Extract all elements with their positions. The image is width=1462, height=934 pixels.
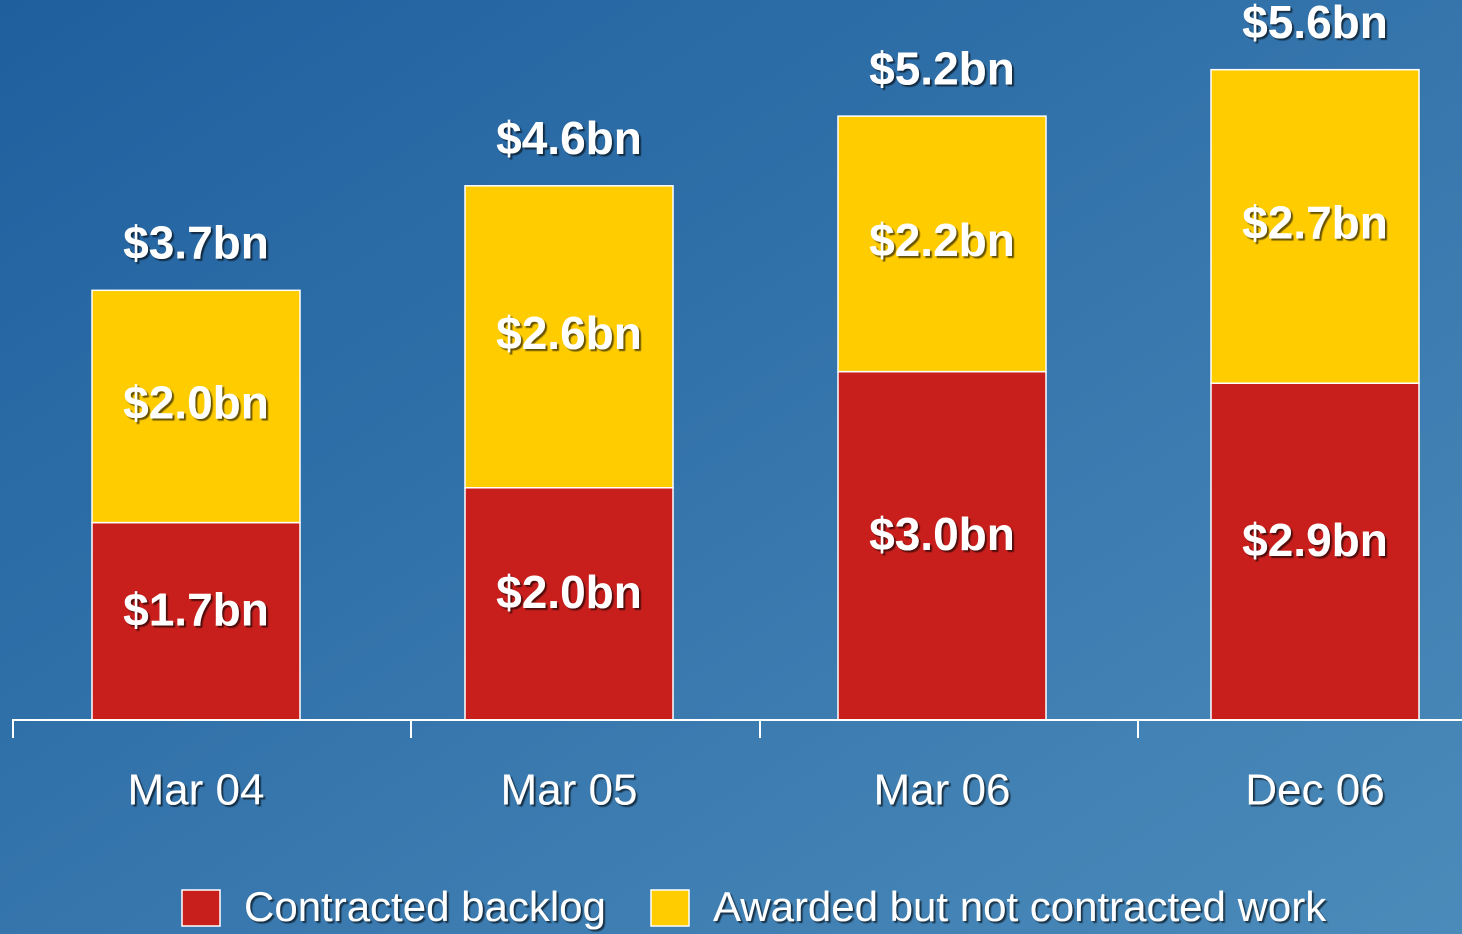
value-label: $2.6bn xyxy=(496,307,642,359)
x-tick-label: Mar 05 xyxy=(501,766,638,815)
x-tick-label: Dec 06 xyxy=(1245,766,1384,815)
total-label: $3.7bn xyxy=(123,216,269,268)
bar-segment xyxy=(464,185,674,489)
bar-segment xyxy=(91,521,301,721)
bar-segment xyxy=(1210,382,1420,721)
value-label: $2.0bn xyxy=(496,566,642,618)
x-tick-label: Mar 06 xyxy=(874,766,1011,815)
value-label: $2.2bn xyxy=(869,214,1015,266)
total-label: $5.2bn xyxy=(869,42,1015,94)
value-label: $2.7bn xyxy=(1242,197,1388,249)
value-label: $2.9bn xyxy=(1242,514,1388,566)
bar-segment xyxy=(837,370,1047,721)
legend-swatch xyxy=(181,889,221,927)
value-label: $3.0bn xyxy=(869,508,1015,560)
bar-segment xyxy=(91,289,301,524)
bar-segment xyxy=(837,115,1047,373)
total-label: $4.6bn xyxy=(496,112,642,164)
bar-segment xyxy=(1210,68,1420,384)
bar-segment xyxy=(464,486,674,721)
legend-swatch xyxy=(650,889,690,927)
total-label: $5.6bn xyxy=(1242,0,1388,48)
legend-label: Awarded but not contracted work xyxy=(713,883,1327,930)
plot: $1.7bn $2.0bn $3.7bn Mar 04 $2.0bn $2.6bn $4.6… xyxy=(91,0,1420,815)
x-tick-label: Mar 04 xyxy=(128,766,265,815)
legend-label: Contracted backlog xyxy=(244,883,606,930)
value-label: $2.0bn xyxy=(123,377,269,429)
value-label: $1.7bn xyxy=(123,583,269,635)
legend: Contracted backlog Awarded but not contra… xyxy=(181,883,1327,930)
